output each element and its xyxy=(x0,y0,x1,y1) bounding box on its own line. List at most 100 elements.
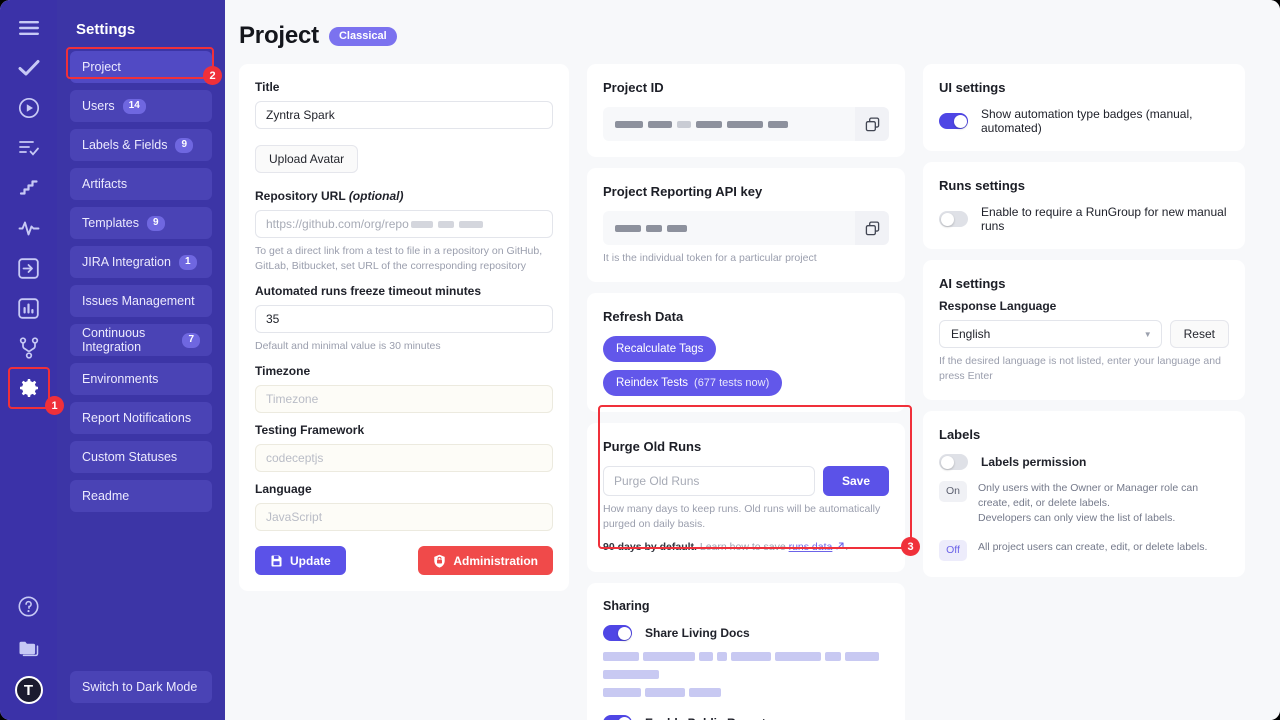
runs-settings-card: Runs settings Enable to require a RunGro… xyxy=(923,162,1245,249)
redacted-block xyxy=(410,220,433,228)
sidebar-item-labels-fields[interactable]: Labels & Fields 9 xyxy=(70,129,212,161)
freeze-timeout-helper: Default and minimal value is 30 minutes xyxy=(255,340,441,352)
repository-url-input[interactable]: https://github.com/org/repo xyxy=(255,210,553,238)
sidebar-item-badge: 7 xyxy=(182,332,200,348)
title-input[interactable]: Zyntra Spark xyxy=(255,101,553,129)
testing-framework-label: Testing Framework xyxy=(255,423,365,437)
repository-url-label: Repository URL (optional) xyxy=(255,189,553,203)
labels-on-tag: On xyxy=(939,481,968,502)
project-type-badge: Classical xyxy=(328,26,397,46)
activity-pulse-icon[interactable] xyxy=(15,214,43,242)
sidebar-item-users[interactable]: Users 14 xyxy=(70,90,212,122)
menu-icon[interactable] xyxy=(15,14,43,42)
folders-icon[interactable] xyxy=(15,634,43,662)
reindex-tests-button[interactable]: Reindex Tests (677 tests now) xyxy=(603,370,783,396)
switch-theme-button[interactable]: Switch to Dark Mode xyxy=(70,671,212,703)
project-id-title: Project ID xyxy=(603,80,664,95)
share-living-docs-toggle[interactable] xyxy=(603,625,632,641)
list-check-icon[interactable] xyxy=(15,134,43,162)
sidebar-item-label: JIRA Integration xyxy=(82,255,171,269)
freeze-timeout-input[interactable]: 35 xyxy=(255,305,553,333)
sidebar-item-artifacts[interactable]: Artifacts xyxy=(70,168,212,200)
api-key-helper: It is the individual token for a particu… xyxy=(603,252,817,264)
timezone-input[interactable]: Timezone xyxy=(255,385,553,413)
sidebar-item-report-notifications[interactable]: Report Notifications xyxy=(70,402,212,434)
repository-url-helper: To get a direct link from a test to file… xyxy=(255,245,543,272)
response-language-label: Response Language xyxy=(939,299,1057,313)
sidebar-item-label: Users xyxy=(82,99,115,113)
gear-icon[interactable] xyxy=(15,374,43,402)
reindex-tests-count: (677 tests now) xyxy=(694,377,770,389)
sidebar-item-continuous-integration[interactable]: Continuous Integration 7 xyxy=(70,324,212,356)
sidebar-item-custom-statuses[interactable]: Custom Statuses xyxy=(70,441,212,473)
ui-settings-title: UI settings xyxy=(939,80,1006,95)
help-circle-icon[interactable] xyxy=(15,592,43,620)
runs-data-link[interactable]: runs data xyxy=(788,541,833,553)
sidebar-bottom: Switch to Dark Mode xyxy=(70,671,212,703)
labels-card: Labels Labels permission On Only users w… xyxy=(923,411,1245,577)
timezone-label: Timezone xyxy=(255,364,311,378)
sharing-card: Sharing Share Living Docs Enable Public … xyxy=(587,583,905,720)
api-key-title: Project Reporting API key xyxy=(603,184,763,199)
labels-permission-toggle[interactable] xyxy=(939,454,968,470)
purge-save-button[interactable]: Save xyxy=(822,466,889,496)
labels-off-text: All project users can create, edit, or d… xyxy=(978,541,1208,553)
automation-badges-toggle[interactable] xyxy=(939,113,968,129)
switch-theme-label: Switch to Dark Mode xyxy=(82,680,198,694)
share-living-docs-row: Share Living Docs xyxy=(603,625,889,641)
play-circle-icon[interactable] xyxy=(15,94,43,122)
api-key-card: Project Reporting API key It is the indi… xyxy=(587,168,905,282)
sidebar-item-readme[interactable]: Readme xyxy=(70,480,212,512)
settings-sidebar: Settings Project Users 14 Labels & Fields 9 A… xyxy=(57,0,225,720)
sidebar-item-environments[interactable]: Environments xyxy=(70,363,212,395)
external-link-icon xyxy=(835,541,845,556)
automation-badges-label: Show automation type badges (manual, aut… xyxy=(981,107,1193,135)
rungroup-toggle[interactable] xyxy=(939,211,968,227)
language-input[interactable]: JavaScript xyxy=(255,503,553,531)
steps-icon[interactable] xyxy=(15,174,43,202)
update-button[interactable]: Update xyxy=(255,546,346,575)
automation-badges-row: Show automation type badges (manual, aut… xyxy=(939,107,1229,135)
administration-button-label: Administration xyxy=(453,553,538,568)
sidebar-item-templates[interactable]: Templates 9 xyxy=(70,207,212,239)
icon-rail: T xyxy=(0,0,57,720)
sidebar-item-badge: 9 xyxy=(146,215,165,231)
testing-framework-input[interactable]: codeceptjs xyxy=(255,444,553,472)
sidebar-item-label: Custom Statuses xyxy=(82,450,178,464)
share-living-docs-label: Share Living Docs xyxy=(645,626,750,640)
chevron-down-icon: ▼ xyxy=(1143,329,1152,339)
avatar[interactable]: T xyxy=(14,676,43,704)
response-language-select[interactable]: English ▼ xyxy=(939,320,1162,348)
save-floppy-icon xyxy=(270,554,283,567)
purge-default-bold: 90 days by default. xyxy=(603,541,697,553)
repository-url-placeholder: https://github.com/org/repo xyxy=(266,217,409,231)
copy-icon[interactable] xyxy=(855,107,889,141)
labels-title: Labels xyxy=(939,427,981,442)
annotation-number-3: 3 xyxy=(901,537,920,556)
repository-url-optional-text: (optional) xyxy=(348,189,404,203)
copy-icon[interactable] xyxy=(855,211,889,245)
shield-icon xyxy=(433,554,446,568)
sidebar-item-project[interactable]: Project xyxy=(70,51,212,83)
upload-avatar-button[interactable]: Upload Avatar xyxy=(255,145,359,173)
ai-settings-card: AI settings Response Language English ▼ … xyxy=(923,260,1245,400)
sidebar-item-jira-integration[interactable]: JIRA Integration 1 xyxy=(70,246,212,278)
sidebar-item-issues-management[interactable]: Issues Management xyxy=(70,285,212,317)
redacted-block xyxy=(437,220,454,228)
bar-chart-icon[interactable] xyxy=(15,294,43,322)
check-icon[interactable] xyxy=(15,54,43,82)
redacted-block xyxy=(458,220,483,228)
refresh-data-card: Refresh Data Recalculate Tags Reindex Te… xyxy=(587,293,905,412)
recalculate-tags-button[interactable]: Recalculate Tags xyxy=(603,336,717,362)
repository-url-label-text: Repository URL xyxy=(255,189,346,203)
branch-icon[interactable] xyxy=(15,334,43,362)
administration-button[interactable]: Administration xyxy=(418,546,553,575)
enable-public-report-toggle[interactable] xyxy=(603,715,632,720)
page-title: Project xyxy=(239,22,319,49)
reset-button[interactable]: Reset xyxy=(1169,320,1229,348)
login-box-icon[interactable] xyxy=(15,254,43,282)
purge-old-runs-input[interactable]: Purge Old Runs xyxy=(603,466,815,496)
enable-public-report-row: Enable Public Report xyxy=(603,715,889,720)
labels-off-tag: Off xyxy=(939,540,967,561)
